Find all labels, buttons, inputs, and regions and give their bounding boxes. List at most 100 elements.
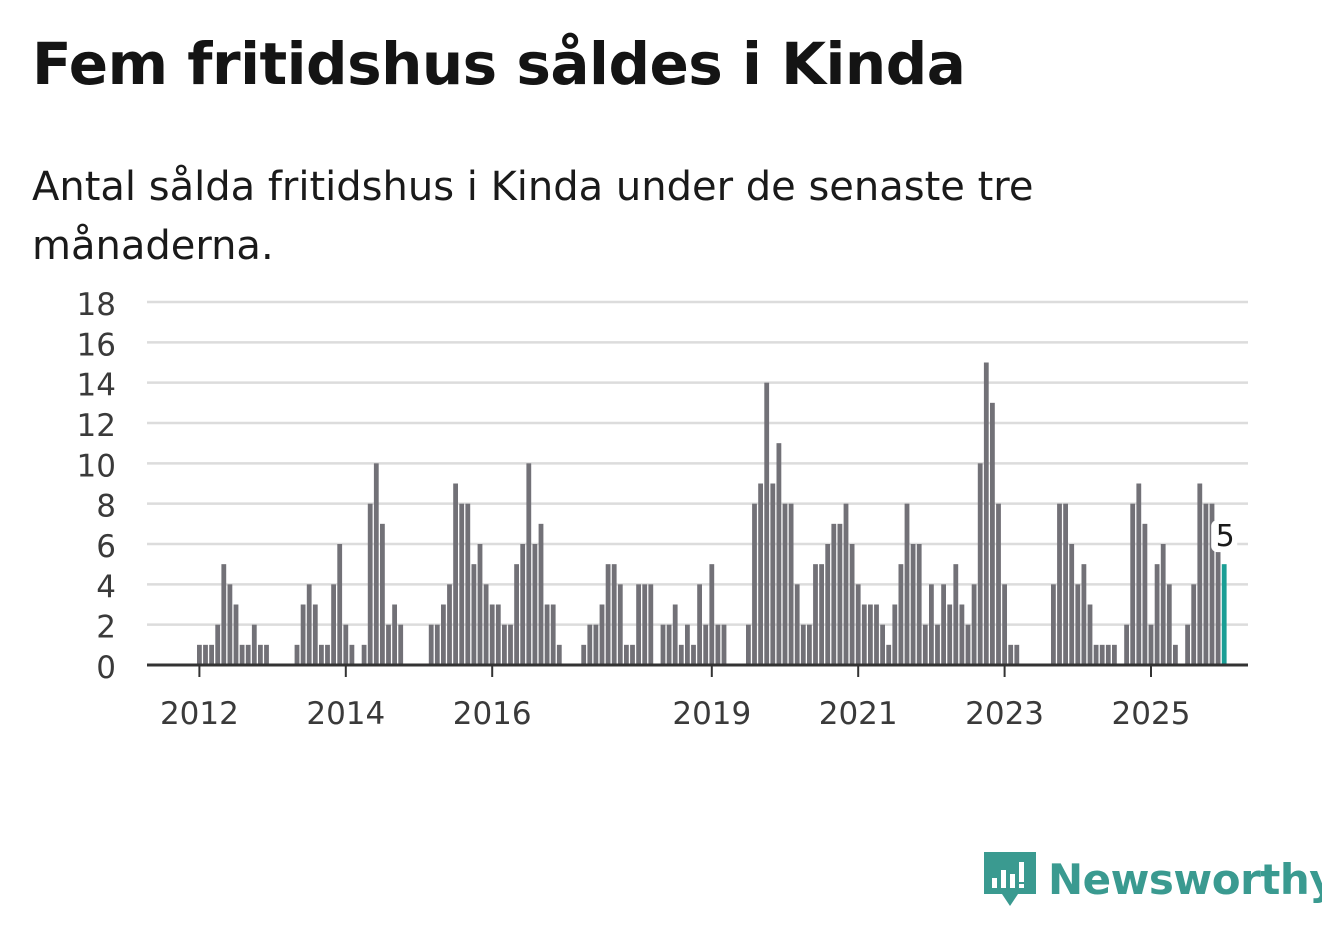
bar	[245, 644, 251, 665]
bar	[1075, 584, 1081, 665]
y-tick-label: 18	[77, 287, 116, 323]
bar	[648, 584, 654, 665]
bar	[636, 584, 641, 665]
bar	[264, 644, 269, 665]
bar	[758, 483, 763, 665]
y-tick-label: 6	[96, 529, 116, 565]
x-tick-label: 2021	[819, 696, 898, 732]
bar	[1160, 544, 1166, 665]
bar	[770, 483, 776, 665]
bar	[703, 624, 709, 665]
bar	[605, 564, 611, 665]
bar	[983, 362, 989, 665]
bar	[678, 644, 684, 665]
bar	[209, 644, 214, 665]
bar	[319, 644, 324, 665]
bar	[203, 644, 208, 665]
bar	[1166, 584, 1172, 665]
brand-name: Newsworthy	[1048, 854, 1322, 904]
bar	[959, 604, 965, 665]
bar	[624, 644, 629, 665]
highlight-bar	[1221, 564, 1227, 665]
bar	[526, 463, 532, 665]
bar	[752, 503, 757, 665]
bar	[312, 604, 318, 665]
bar	[1136, 483, 1142, 665]
bar	[843, 503, 849, 665]
bar	[599, 604, 605, 665]
bar	[861, 604, 867, 665]
bar	[831, 523, 837, 665]
bar	[1185, 624, 1190, 665]
bar	[587, 624, 593, 665]
bar	[331, 584, 336, 665]
bar	[502, 624, 507, 665]
bar	[1099, 644, 1105, 665]
y-tick-label: 4	[96, 569, 116, 605]
bar	[197, 644, 202, 665]
bar	[788, 503, 794, 665]
bar	[849, 544, 855, 665]
bar	[1197, 483, 1203, 665]
bar	[807, 624, 812, 665]
bar	[1014, 644, 1020, 665]
x-tick-label: 2019	[672, 696, 751, 732]
bar	[990, 402, 995, 665]
y-tick-label: 8	[96, 489, 116, 525]
bar	[611, 564, 617, 665]
bar	[776, 443, 782, 665]
bar	[489, 604, 495, 665]
bar	[868, 604, 873, 665]
bar	[947, 604, 953, 665]
bar	[1051, 584, 1056, 665]
bar	[1087, 604, 1093, 665]
bar	[361, 644, 367, 665]
bar	[794, 584, 800, 665]
bar	[380, 523, 385, 665]
bar	[1203, 503, 1209, 665]
x-tick-label: 2012	[160, 696, 239, 732]
bar	[1002, 584, 1007, 665]
y-tick-label: 0	[96, 650, 116, 686]
bar	[471, 564, 477, 665]
bar	[1215, 544, 1221, 665]
bar	[1069, 544, 1075, 665]
bar	[1124, 624, 1129, 665]
bar	[1148, 624, 1154, 665]
data-label-bg	[1211, 520, 1238, 553]
bar	[617, 584, 623, 665]
x-tick-label: 2025	[1112, 696, 1191, 732]
bar	[227, 584, 233, 665]
bar	[477, 544, 483, 665]
y-tick-label: 2	[96, 610, 116, 646]
bar	[221, 564, 227, 665]
bar	[1105, 644, 1111, 665]
bar	[581, 644, 587, 665]
bar	[977, 463, 983, 665]
bar	[373, 463, 379, 665]
bar	[495, 604, 501, 665]
bar	[1093, 644, 1099, 665]
bar	[386, 624, 391, 665]
bar	[941, 584, 946, 665]
bar	[532, 544, 538, 665]
bar	[642, 584, 648, 665]
bar	[819, 564, 824, 665]
bar	[660, 624, 666, 665]
bar	[239, 644, 245, 665]
bar	[825, 544, 831, 665]
brand-logo: Newsworthy	[980, 848, 1322, 910]
bar	[800, 624, 806, 665]
bar	[666, 624, 672, 665]
bar	[520, 544, 526, 665]
bar	[837, 523, 843, 665]
bar	[813, 564, 818, 665]
bar	[764, 382, 770, 665]
bar	[1057, 503, 1062, 665]
bar	[880, 624, 885, 665]
bar	[398, 624, 404, 665]
bar	[251, 624, 257, 665]
bar	[1173, 644, 1178, 665]
x-tick-label: 2023	[965, 696, 1044, 732]
